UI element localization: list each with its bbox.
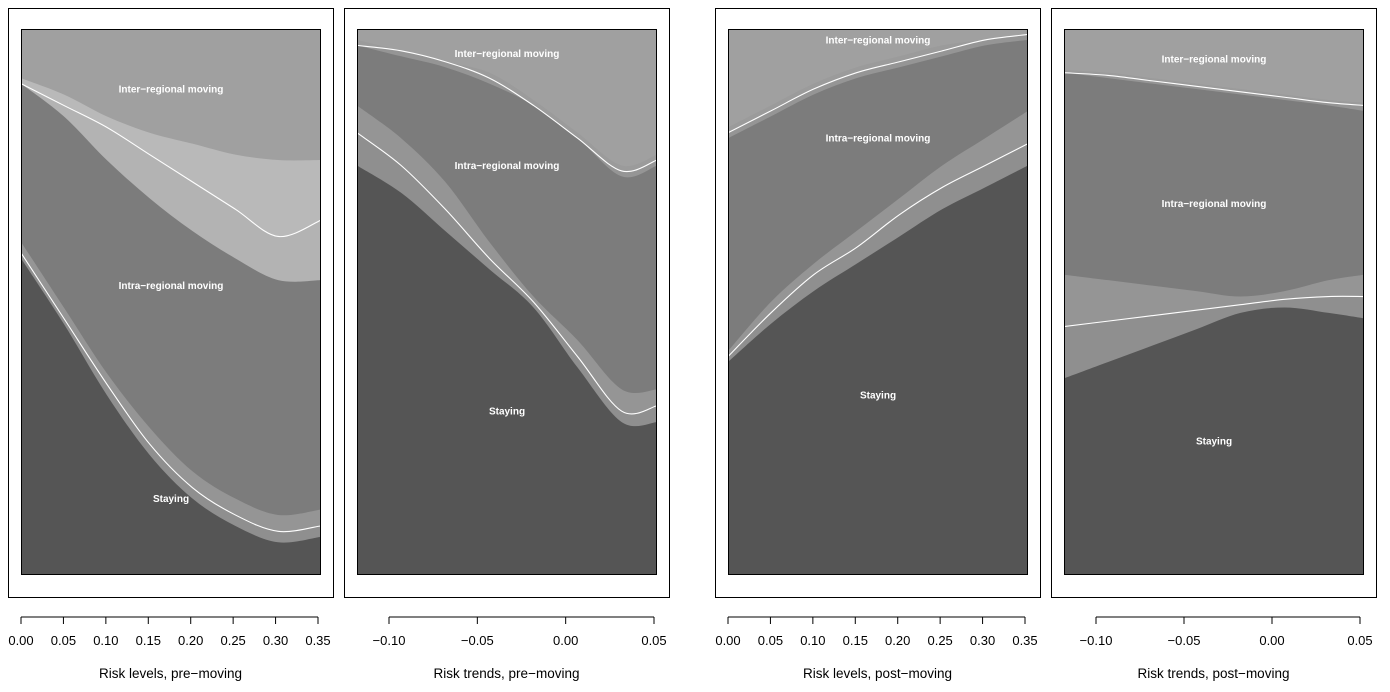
x-tick-label: 0.30: [263, 633, 288, 648]
x-tick-label: 0.10: [800, 633, 825, 648]
lower-boundary-band: [728, 110, 1028, 363]
x-tick-label: 0.15: [136, 633, 161, 648]
panel-4: Inter−regional moving Intra−regional movi…: [1051, 8, 1377, 681]
staying-area: [1064, 296, 1364, 575]
x-axis-title: Risk levels, pre−moving: [99, 666, 242, 681]
x-tick-label: 0.35: [1012, 633, 1037, 648]
x-tick-label: −0.10: [373, 633, 406, 648]
lower-boundary-line: [728, 143, 1028, 357]
upper-boundary-band: [21, 78, 321, 282]
x-tick-label: 0.35: [305, 633, 330, 648]
x-tick-label: 0.10: [93, 633, 118, 648]
x-tick-label: −0.10: [1080, 633, 1113, 648]
lower-boundary-band: [357, 105, 657, 427]
upper-boundary-band: [1064, 69, 1364, 111]
lower-boundary-line: [1064, 295, 1364, 328]
plot-border: [357, 29, 657, 575]
plot-border: [21, 29, 321, 575]
upper-boundary-line: [728, 33, 1028, 134]
region-label: Inter−regional moving: [826, 35, 931, 46]
panel-3: Inter−regional moving Intra−regional movi…: [715, 8, 1041, 681]
lower-boundary-band: [1064, 274, 1364, 379]
region-label: Staying: [153, 494, 189, 505]
region-label: Intra−regional moving: [119, 281, 224, 292]
x-axis-title: Risk levels, post−moving: [803, 666, 952, 681]
plot-border: [728, 29, 1028, 575]
x-tick-label: 0.30: [970, 633, 995, 648]
x-tick-label: 0.05: [758, 633, 783, 648]
upper-boundary-line: [1064, 72, 1364, 106]
x-tick-label: 0.05: [641, 633, 666, 648]
x-tick-label: 0.05: [1347, 633, 1372, 648]
lower-boundary-line: [357, 132, 657, 415]
lower-boundary-line: [21, 252, 321, 533]
x-tick-label: 0.00: [715, 633, 740, 648]
x-tick-label: 0.00: [8, 633, 33, 648]
x-axis-title: Risk trends, post−moving: [1138, 666, 1290, 681]
plot-border: [1064, 29, 1364, 575]
panel-2: Inter−regional moving Intra−regional movi…: [344, 8, 670, 681]
x-tick-label: 0.20: [178, 633, 203, 648]
x-tick-label: −0.05: [461, 633, 494, 648]
panel-1: Inter−regional moving Intra−regional movi…: [8, 8, 334, 681]
region-label: Intra−regional moving: [826, 134, 931, 145]
x-axis-title: Risk trends, pre−moving: [434, 666, 580, 681]
x-tick-label: 0.00: [1259, 633, 1284, 648]
region-label: Intra−regional moving: [455, 161, 560, 172]
staying-area: [357, 132, 657, 575]
upper-boundary-line: [21, 83, 321, 238]
staying-area: [21, 252, 321, 575]
x-tick-label: 0.25: [220, 633, 245, 648]
x-tick-label: 0.00: [553, 633, 578, 648]
region-label: Staying: [860, 390, 896, 401]
x-tick-label: −0.05: [1168, 633, 1201, 648]
x-tick-label: 0.25: [927, 633, 952, 648]
region-label: Intra−regional moving: [1162, 199, 1267, 210]
x-tick-label: 0.05: [51, 633, 76, 648]
staying-area: [728, 143, 1028, 575]
region-label: Inter−regional moving: [455, 49, 560, 60]
region-label: Staying: [489, 407, 525, 418]
region-label: Staying: [1196, 437, 1232, 448]
x-tick-label: 0.15: [843, 633, 868, 648]
region-label: Inter−regional moving: [1162, 55, 1267, 66]
region-label: Inter−regional moving: [119, 85, 224, 96]
upper-boundary-line: [357, 44, 657, 173]
x-tick-label: 0.20: [885, 633, 910, 648]
